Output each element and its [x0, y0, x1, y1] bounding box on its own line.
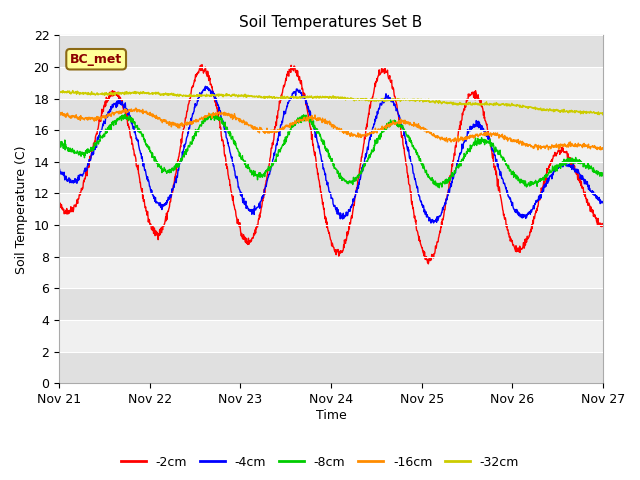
-16cm	[534, 147, 541, 153]
-2cm	[198, 62, 206, 68]
-16cm	[535, 144, 543, 150]
-32cm	[163, 92, 171, 97]
-16cm	[416, 125, 424, 131]
-8cm	[176, 159, 184, 165]
-2cm	[487, 144, 495, 150]
-4cm	[237, 193, 245, 199]
-16cm	[177, 122, 184, 128]
Line: -2cm: -2cm	[59, 65, 603, 264]
-16cm	[237, 119, 245, 125]
-2cm	[535, 196, 543, 202]
-2cm	[163, 217, 171, 223]
-8cm	[535, 178, 543, 184]
Line: -32cm: -32cm	[59, 91, 603, 115]
-4cm	[427, 220, 435, 226]
Bar	[59, 225, 603, 257]
-8cm	[237, 156, 245, 162]
Bar	[59, 130, 603, 162]
-32cm	[535, 106, 543, 111]
-8cm	[55, 142, 63, 148]
-4cm	[202, 84, 209, 89]
Bar	[59, 162, 603, 193]
-2cm	[599, 223, 607, 228]
-8cm	[209, 111, 216, 117]
-16cm	[132, 105, 140, 111]
-4cm	[55, 166, 63, 172]
-32cm	[237, 92, 245, 97]
-32cm	[177, 92, 184, 98]
-8cm	[163, 170, 171, 176]
Title: Soil Temperatures Set B: Soil Temperatures Set B	[239, 15, 422, 30]
-8cm	[416, 158, 424, 164]
-16cm	[599, 145, 607, 151]
-2cm	[416, 238, 424, 244]
-8cm	[599, 172, 607, 178]
Line: -4cm: -4cm	[59, 86, 603, 223]
-2cm	[424, 261, 432, 267]
-4cm	[599, 200, 607, 205]
-4cm	[416, 193, 424, 199]
-8cm	[435, 185, 443, 191]
Bar	[59, 193, 603, 225]
-16cm	[487, 130, 495, 136]
-8cm	[487, 140, 495, 145]
Bar	[59, 320, 603, 352]
Bar	[59, 36, 603, 67]
-32cm	[599, 112, 607, 118]
-2cm	[55, 201, 63, 206]
Bar	[59, 67, 603, 98]
-4cm	[487, 140, 495, 146]
Bar	[59, 352, 603, 384]
-32cm	[416, 98, 424, 104]
Bar	[59, 288, 603, 320]
-32cm	[487, 101, 495, 107]
-4cm	[535, 197, 543, 203]
-16cm	[55, 111, 63, 117]
-16cm	[163, 120, 171, 126]
-2cm	[176, 146, 184, 152]
-4cm	[176, 159, 184, 165]
X-axis label: Time: Time	[316, 409, 346, 422]
Text: BC_met: BC_met	[70, 53, 122, 66]
-2cm	[237, 233, 245, 239]
Bar	[59, 98, 603, 130]
-32cm	[69, 88, 77, 94]
-4cm	[163, 198, 171, 204]
Y-axis label: Soil Temperature (C): Soil Temperature (C)	[15, 145, 28, 274]
-32cm	[55, 89, 63, 95]
Legend: -2cm, -4cm, -8cm, -16cm, -32cm: -2cm, -4cm, -8cm, -16cm, -32cm	[116, 451, 524, 474]
Line: -16cm: -16cm	[59, 108, 603, 150]
Line: -8cm: -8cm	[59, 114, 603, 188]
Bar	[59, 257, 603, 288]
